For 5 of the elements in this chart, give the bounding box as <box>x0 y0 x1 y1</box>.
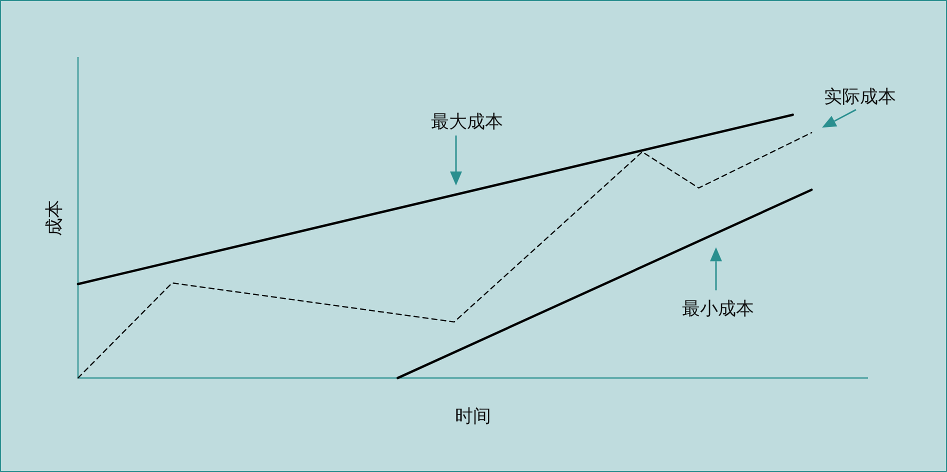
series-label: 实际成本 <box>824 86 896 108</box>
text: 最大成本 <box>431 112 503 133</box>
y-axis-title: 成本 <box>44 200 65 236</box>
x-axis-title: 时间 <box>455 406 491 427</box>
text: 最小成本 <box>682 298 754 320</box>
